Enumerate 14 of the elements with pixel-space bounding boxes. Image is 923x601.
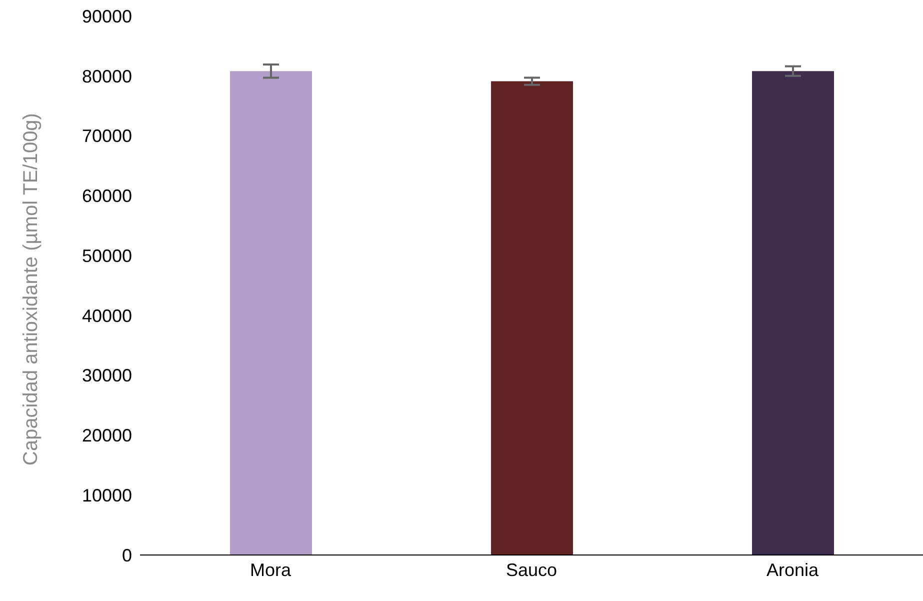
x-tick-label: Aronia — [766, 560, 820, 580]
y-tick-label: 60000 — [82, 186, 132, 206]
y-tick-label: 90000 — [82, 6, 132, 26]
x-tick-label: Sauco — [506, 560, 558, 580]
y-axis-title: Capacidad antioxidante (µmol TE/100g) — [20, 113, 42, 466]
y-tick-label: 70000 — [82, 126, 132, 146]
y-tick-label: 80000 — [82, 66, 132, 86]
y-tick-label: 30000 — [82, 366, 132, 386]
y-tick-label: 50000 — [82, 246, 132, 266]
y-tick-label: 20000 — [82, 426, 132, 446]
y-tick-label: 0 — [122, 545, 132, 566]
x-tick-label: Mora — [250, 560, 292, 580]
y-tick-label: 10000 — [82, 486, 132, 506]
y-tick-label: 40000 — [82, 306, 132, 326]
